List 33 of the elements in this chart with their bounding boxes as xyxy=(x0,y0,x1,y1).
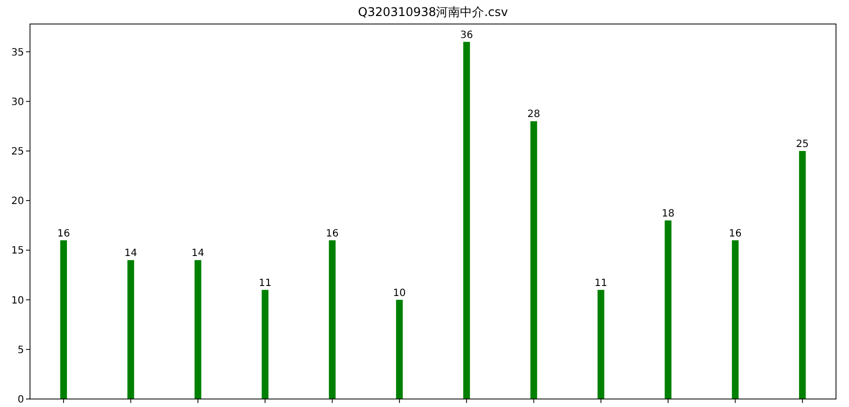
y-tick-label: 35 xyxy=(11,47,24,58)
data-label: 14 xyxy=(192,248,204,260)
chart-title: Q320310938河南中介.csv xyxy=(358,5,508,19)
data-label: 11 xyxy=(258,278,272,289)
bar xyxy=(262,290,268,399)
data-label: 28 xyxy=(527,109,540,120)
bar xyxy=(127,260,134,399)
data-label: 11 xyxy=(594,278,608,289)
data-label: 10 xyxy=(393,288,406,299)
data-label: 16 xyxy=(728,228,742,240)
data-label: 14 xyxy=(124,248,138,260)
y-tick-label: 0 xyxy=(18,394,24,406)
y-tick-label: 15 xyxy=(11,246,24,257)
y-tick-label: 10 xyxy=(11,295,24,306)
y-tick-label: 20 xyxy=(11,196,24,208)
y-tick-label: 30 xyxy=(11,96,24,108)
bar xyxy=(598,290,604,399)
data-label: 16 xyxy=(326,228,339,240)
bar xyxy=(328,240,336,399)
data-label: 36 xyxy=(460,30,473,41)
data-label: 16 xyxy=(57,228,70,240)
bar xyxy=(530,121,538,399)
y-tick-label: 25 xyxy=(11,146,24,158)
bar xyxy=(194,260,202,399)
bar xyxy=(396,300,403,399)
data-label: 25 xyxy=(796,138,809,150)
bar xyxy=(799,150,806,399)
bar xyxy=(60,240,67,399)
bar xyxy=(732,240,739,399)
y-tick-label: 5 xyxy=(18,344,24,356)
bar xyxy=(463,42,470,399)
data-label: 18 xyxy=(662,208,674,220)
bar xyxy=(664,220,672,399)
